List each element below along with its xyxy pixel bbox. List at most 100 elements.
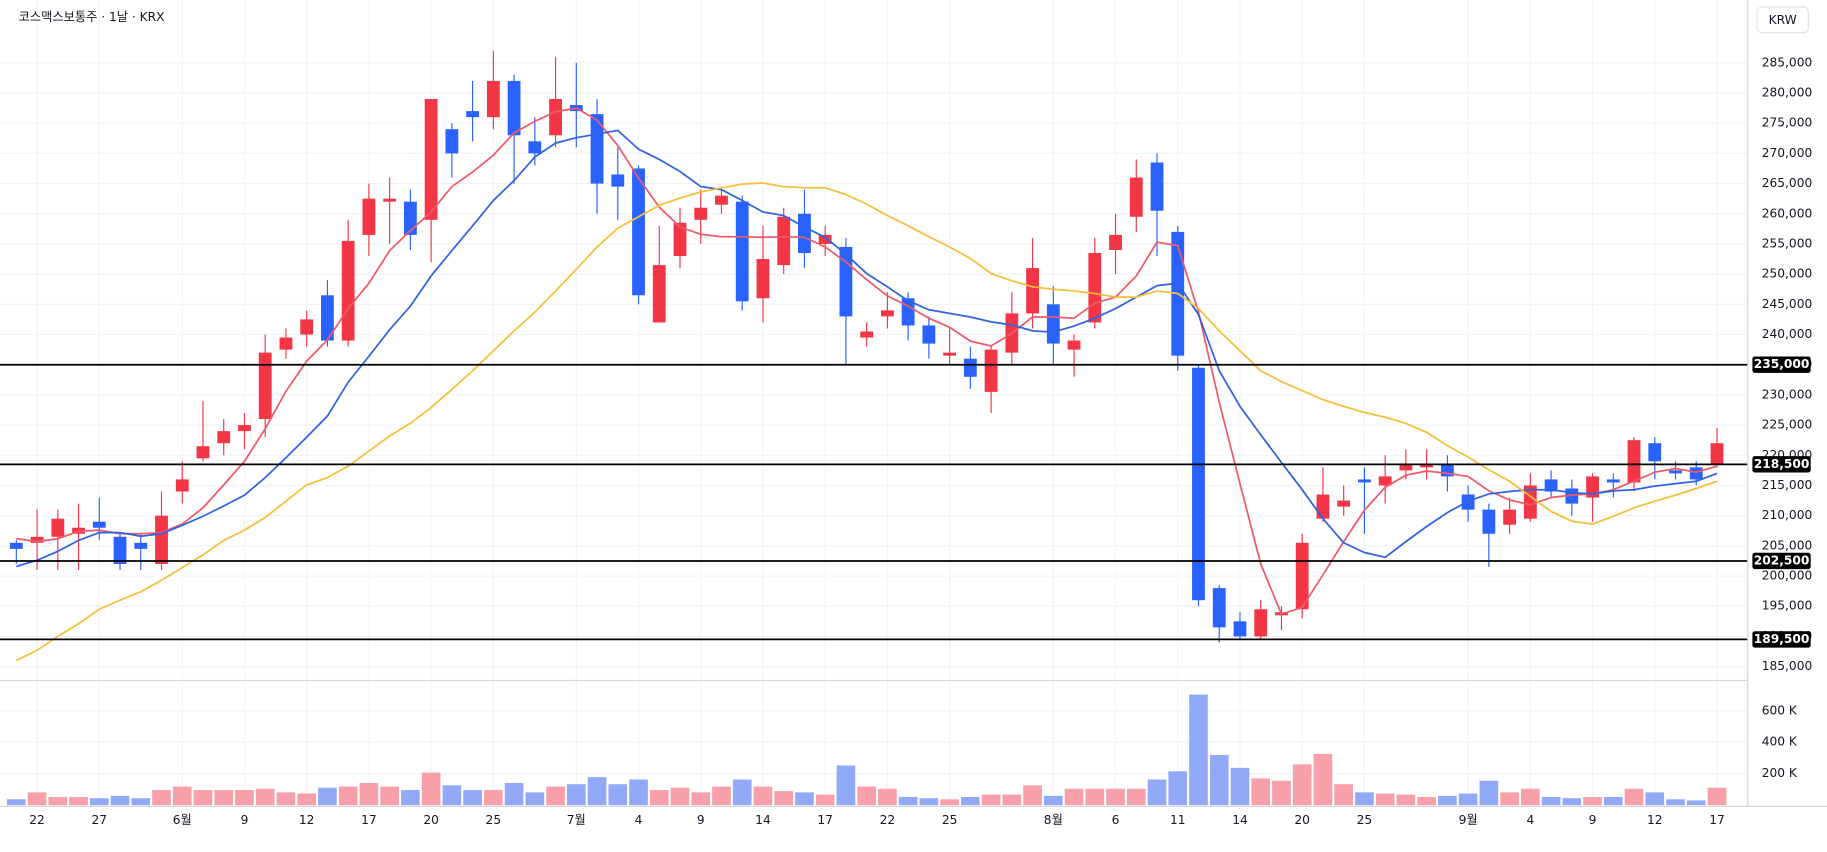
volume-bar xyxy=(380,786,399,806)
y-tick-label: 255,000 xyxy=(1762,236,1813,250)
volume-bar xyxy=(193,790,213,806)
volume-bar xyxy=(878,788,897,806)
candle-body xyxy=(1544,479,1558,492)
volume-bar xyxy=(1313,753,1333,806)
volume-bar xyxy=(774,791,794,806)
candle-body xyxy=(238,425,251,432)
volume-tick-label: 600 K xyxy=(1762,703,1798,717)
candle-body xyxy=(1378,476,1392,486)
candle-body xyxy=(735,201,749,302)
candle-body xyxy=(30,536,44,543)
volume-bar xyxy=(1562,798,1582,806)
axes: 185,000190,000195,000200,000205,000210,0… xyxy=(29,55,1812,826)
volume-bar xyxy=(836,765,856,806)
y-tick-label: 215,000 xyxy=(1762,478,1813,492)
candle-body xyxy=(632,168,645,296)
volume-bar xyxy=(48,796,68,806)
x-tick-label: 20 xyxy=(1294,813,1310,827)
y-tick-label: 195,000 xyxy=(1762,599,1813,613)
y-tick-label: 200,000 xyxy=(1762,569,1813,583)
currency-button[interactable] xyxy=(1756,6,1809,34)
candle-body xyxy=(300,319,314,335)
y-tick-label: 230,000 xyxy=(1762,387,1813,401)
volume-bar xyxy=(815,794,835,806)
moving-average-line xyxy=(16,107,1718,616)
x-tick-label: 20 xyxy=(423,813,439,827)
volume-bar xyxy=(172,786,192,806)
candle-body xyxy=(1150,162,1164,211)
volume-bar xyxy=(463,790,482,806)
volume-bar xyxy=(1064,788,1084,806)
candle-body xyxy=(528,141,542,154)
volume-bar xyxy=(1645,792,1665,806)
volume-bar xyxy=(401,790,420,806)
volume-bar xyxy=(1500,792,1519,806)
volume-bar xyxy=(110,795,130,806)
chart-title: 코스맥스보통주 · 1날 · KRX xyxy=(19,10,165,24)
volume-bar xyxy=(297,793,317,806)
candle-body xyxy=(590,114,604,184)
candle-body xyxy=(756,259,770,299)
volume-tick-label: 200 K xyxy=(1762,766,1798,780)
y-tick-label: 225,000 xyxy=(1762,418,1813,432)
candle-body xyxy=(155,515,168,564)
volume-bar xyxy=(546,786,565,806)
y-tick-label: 280,000 xyxy=(1762,86,1813,100)
x-tick-label: 6월 xyxy=(173,813,192,827)
candle-body xyxy=(1399,464,1413,471)
volume-bar xyxy=(7,799,26,806)
plot-area xyxy=(0,50,1748,806)
volume-bar xyxy=(753,786,773,806)
x-tick-label: 25 xyxy=(942,813,958,827)
x-tick-label: 7월 xyxy=(567,813,586,827)
volume-bar xyxy=(1230,767,1250,806)
y-tick-label: 185,000 xyxy=(1762,659,1813,673)
candle-body xyxy=(217,431,231,444)
volume-bar xyxy=(1292,764,1312,806)
x-tick-label: 12 xyxy=(1647,813,1663,827)
candle-body xyxy=(362,198,376,235)
volume-bar xyxy=(1583,796,1602,806)
x-tick-label: 22 xyxy=(29,813,45,827)
volume-bar xyxy=(1168,771,1188,806)
candle-body xyxy=(279,337,293,350)
candle-body xyxy=(321,295,334,341)
candle-body xyxy=(466,111,480,118)
y-tick-label: 270,000 xyxy=(1762,146,1813,160)
candle-body xyxy=(486,80,500,118)
candle-body xyxy=(1420,464,1434,468)
volume-bar xyxy=(629,779,648,806)
x-tick-label: 25 xyxy=(486,813,502,827)
x-tick-label: 14 xyxy=(1232,813,1248,827)
currency-label[interactable]: KRW xyxy=(1769,13,1797,27)
candle-body xyxy=(1689,467,1703,480)
candle-body xyxy=(1648,443,1662,462)
x-tick-label: 11 xyxy=(1170,813,1186,827)
x-tick-label: 17 xyxy=(1709,813,1725,827)
candle-body xyxy=(1606,479,1620,483)
candle-body xyxy=(403,201,417,235)
candle-body xyxy=(1046,304,1060,344)
volume-bar xyxy=(214,790,234,806)
volume-bar xyxy=(421,772,441,806)
volume-bar xyxy=(1189,694,1208,806)
price-line-label: 235,000 xyxy=(1754,357,1810,371)
volume-bar xyxy=(587,777,607,806)
volume-bar xyxy=(1106,788,1125,806)
candle-body xyxy=(1109,234,1122,250)
x-tick-label: 6 xyxy=(1112,813,1120,827)
price-line-badge xyxy=(1752,552,1811,570)
price-line-badge xyxy=(1752,631,1811,648)
x-tick-label: 17 xyxy=(361,813,377,827)
candle-body xyxy=(341,240,355,341)
volume-bar xyxy=(566,784,586,806)
volume-bar xyxy=(1603,796,1623,806)
candle-body xyxy=(777,216,791,266)
candle-body xyxy=(1482,509,1496,534)
volume-bar xyxy=(1043,795,1063,806)
volume-bar xyxy=(1666,799,1685,806)
candle-body xyxy=(9,542,23,549)
volume-bar xyxy=(1686,800,1706,806)
